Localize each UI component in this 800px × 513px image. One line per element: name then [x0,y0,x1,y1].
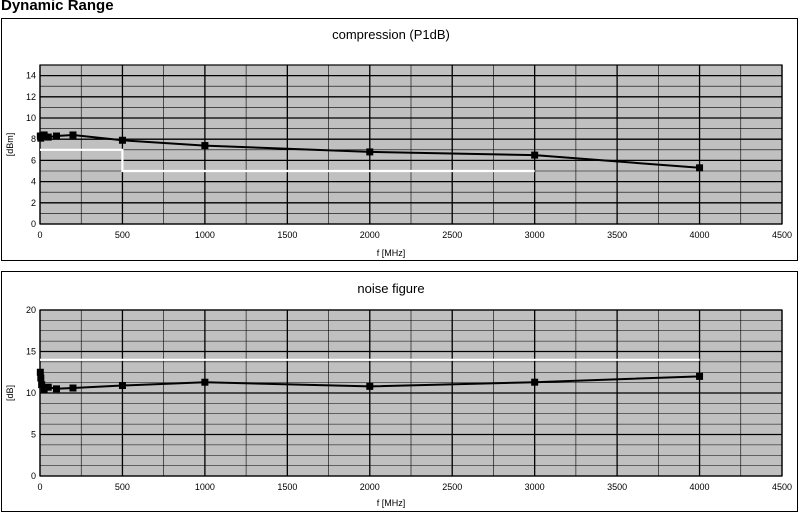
limit-line [40,148,535,173]
y-tick-label: 0 [31,219,36,229]
x-tick-label: 0 [37,230,42,240]
plot-border [39,64,783,225]
y-tick-label: 10 [26,113,36,123]
data-point-marker [69,131,77,139]
data-point-marker [531,378,539,386]
noise-figure-chart: noise figure 0 500 1000 1500 2000 2500 3000 3500… [5,281,792,508]
x-tick-label: 3500 [607,482,627,492]
compression-chart: compression (P1dB) 0 500 1000 1500 2000 2500 30… [5,27,792,258]
x-tick-label: 3500 [607,230,627,240]
x-tick-label: 4500 [772,482,792,492]
noise-figure-chart-panel: noise figure 0 500 1000 1500 2000 2500 3000 3500… [1,271,798,512]
x-tick-label: 500 [115,230,130,240]
y-tick-label: 0 [31,471,36,481]
chart-title: compression (P1dB) [332,27,450,42]
data-point-marker [118,136,126,144]
y-tick-label: 8 [31,134,36,144]
y-tick-label: 6 [31,155,36,165]
x-axis-label: f [MHz] [377,498,406,508]
data-point-marker [531,151,539,159]
x-tick-label: 500 [115,482,130,492]
x-tick-label: 4500 [772,230,792,240]
y-tick-label: 4 [31,177,36,187]
data-point-marker [44,133,52,141]
y-tick-label: 14 [26,71,36,81]
data-point-marker [201,378,209,386]
x-tick-label: 1000 [195,230,215,240]
y-axis-label: [dB] [5,385,15,401]
data-point-marker [37,374,45,382]
y-tick-label: 2 [31,198,36,208]
x-tick-label: 2000 [360,230,380,240]
data-point-marker [38,381,46,389]
x-tick-label: 2500 [442,482,462,492]
x-tick-label: 1500 [277,482,297,492]
compression-chart-panel: compression (P1dB) 0 500 1000 1500 2000 2500 30… [1,18,798,261]
data-point-marker [69,384,77,392]
y-tick-label: 12 [26,92,36,102]
y-tick-label: 10 [26,388,36,398]
x-tick-label: 2500 [442,230,462,240]
y-tick-label: 20 [26,305,36,315]
x-tick-label: 3000 [525,482,545,492]
x-axis-label: f [MHz] [377,248,406,258]
y-axis-label: [dBm] [5,133,15,157]
data-point-marker [366,382,374,390]
data-point-marker [696,372,704,380]
data-point-marker [366,148,374,156]
data-point-marker [118,382,126,390]
x-tick-label: 1500 [277,230,297,240]
x-tick-label: 1000 [195,482,215,492]
x-tick-label: 2000 [360,482,380,492]
x-tick-label: 4000 [690,230,710,240]
data-point-marker [696,164,704,172]
data-point-marker [52,132,60,140]
page-title: Dynamic Range [1,0,114,14]
data-point-marker [40,386,48,394]
x-tick-label: 0 [37,482,42,492]
data-point-marker [40,131,48,139]
data-point-marker [52,385,60,393]
y-tick-label: 5 [31,430,36,440]
x-tick-label: 4000 [690,482,710,492]
data-point-marker [36,368,44,376]
data-point-marker [201,142,209,150]
plot-border [39,309,783,477]
chart-title: noise figure [357,281,424,296]
y-tick-label: 15 [26,347,36,357]
x-tick-label: 3000 [525,230,545,240]
data-point-marker [44,383,52,391]
